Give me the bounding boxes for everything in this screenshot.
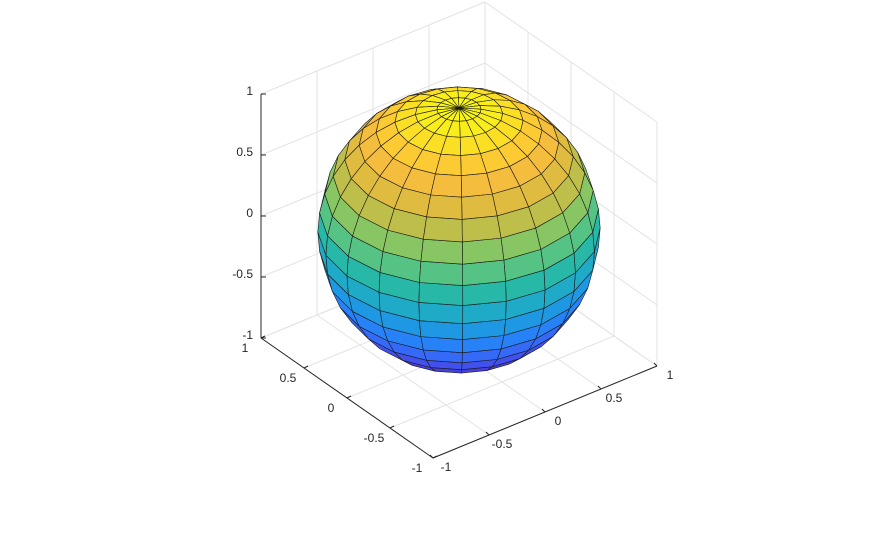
y-tick-label: 1 xyxy=(242,341,249,355)
y-tick-label: 0 xyxy=(328,401,335,415)
x-tick-label: 0 xyxy=(555,414,562,428)
surface-facet xyxy=(430,173,462,198)
surface-facet xyxy=(419,260,464,286)
y-tick xyxy=(303,365,309,369)
surface-facet xyxy=(462,259,506,286)
surface-facet xyxy=(420,238,463,265)
surface-facet xyxy=(461,215,502,243)
y-tick xyxy=(346,395,352,399)
surface-facet xyxy=(462,237,505,265)
y-tick-label: -1 xyxy=(412,461,423,475)
surface-facet xyxy=(418,302,464,325)
grid-line xyxy=(484,1,658,123)
z-tick-label: -1 xyxy=(242,328,253,342)
x-tick xyxy=(541,408,546,413)
x-tick-label: -0.5 xyxy=(492,437,513,451)
grid-line xyxy=(484,62,658,184)
z-tick-label: 1 xyxy=(246,84,253,98)
grid-line xyxy=(389,335,615,429)
surface-facet xyxy=(426,194,463,220)
y-tick-label: -0.5 xyxy=(364,431,385,445)
x-tick xyxy=(485,431,490,436)
grid-line xyxy=(260,1,486,95)
x-tick-label: 1 xyxy=(667,368,674,382)
y-tick xyxy=(389,425,395,429)
z-tick-label: -0.5 xyxy=(232,267,253,281)
y-tick xyxy=(432,455,438,459)
grid-line xyxy=(260,62,486,156)
surface-facet xyxy=(461,193,498,220)
x-tick xyxy=(429,454,434,459)
y-tick-label: 0.5 xyxy=(280,371,297,385)
x-tick xyxy=(597,385,602,390)
z-tick-label: 0 xyxy=(246,206,253,220)
x-tick-label: -1 xyxy=(441,460,452,474)
z-tick-label: 0.5 xyxy=(236,145,253,159)
x-tick xyxy=(653,362,658,367)
surface-facet xyxy=(460,172,493,198)
surface-facet xyxy=(423,216,463,243)
y-tick xyxy=(260,335,266,339)
surface-facet xyxy=(418,282,464,306)
x-tick-label: 0.5 xyxy=(606,391,623,405)
